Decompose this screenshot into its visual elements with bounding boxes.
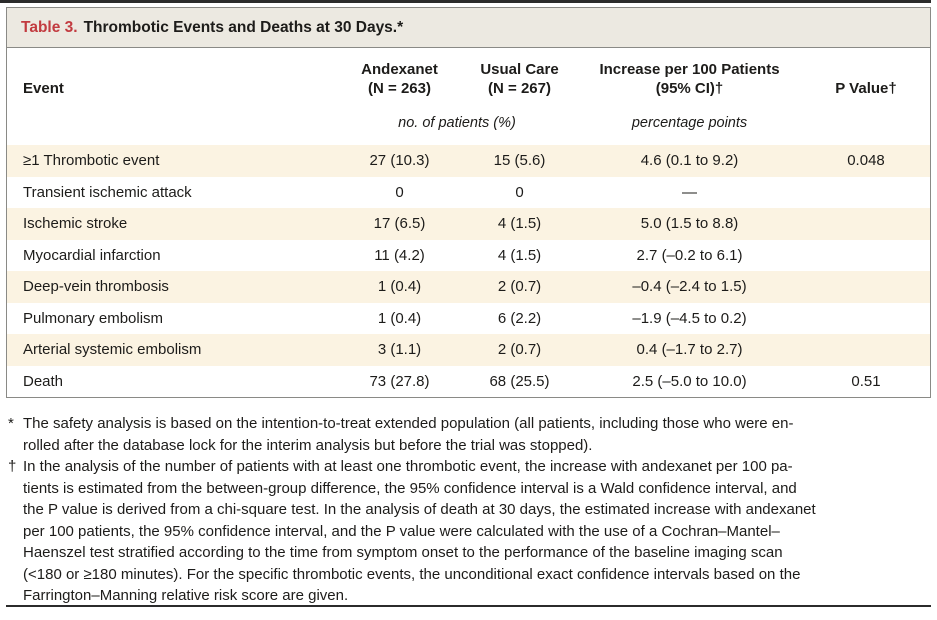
table-row-death: Death 73 (27.8) 68 (25.5) 2.5 (–5.0 to 1… (7, 366, 930, 398)
p-value-cell (802, 303, 930, 335)
table-row-ischemic-stroke: Ischemic stroke 17 (6.5) 4 (1.5) 5.0 (1.… (7, 208, 930, 240)
units-empty-cell (7, 100, 337, 145)
footnote-line: In the analysis of the number of patient… (23, 458, 793, 475)
footnote-line: rolled after the database lock for the i… (23, 436, 593, 454)
column-header-increase: Increase per 100 Patients (95% CI)† (577, 48, 802, 100)
increase-cell: –0.4 (–2.4 to 1.5) (632, 278, 747, 296)
table-units-row: no. of patients (%) percentage points (7, 100, 930, 145)
p-value-cell: 0.048 (847, 152, 885, 170)
p-value-cell (802, 240, 930, 272)
units-increase: percentage points (631, 114, 748, 131)
table-title: Thrombotic Events and Deaths at 30 Days.… (83, 18, 404, 36)
column-header-p-value: P Value† (835, 80, 897, 97)
increase-cell: 4.6 (0.1 to 9.2) (640, 152, 739, 170)
usual-care-cell: 68 (25.5) (489, 372, 550, 390)
event-cell: Death (23, 372, 64, 390)
usual-care-cell: 6 (2.2) (497, 309, 542, 327)
table-row-transient-ischemic-attack: Transient ischemic attack 0 0 — (7, 177, 930, 209)
usual-care-cell: 2 (0.7) (497, 278, 542, 296)
event-cell: Transient ischemic attack (23, 183, 192, 201)
p-value-cell (802, 334, 930, 366)
column-header-andexanet: Andexanet (N = 263) (337, 48, 462, 100)
column-header-increase-line1: Increase per 100 Patients (599, 61, 780, 78)
footnote-line: Haenszel test stratified according to th… (23, 544, 783, 561)
increase-cell: 2.7 (–0.2 to 6.1) (636, 246, 743, 264)
event-cell: Ischemic stroke (23, 215, 128, 233)
footnotes: * The safety analysis is based on the in… (8, 413, 933, 607)
usual-care-cell: 4 (1.5) (497, 246, 542, 264)
increase-cell: –1.9 (–4.5 to 0.2) (632, 309, 747, 327)
usual-care-cell: 15 (5.6) (493, 152, 546, 170)
table-row-arterial-systemic-embolism: Arterial systemic embolism 3 (1.1) 2 (0.… (7, 334, 930, 366)
column-header-andexanet-line2: (N = 263) (368, 80, 431, 97)
column-header-usual-care-line2: (N = 267) (488, 80, 551, 97)
andexanet-cell: 17 (6.5) (373, 215, 426, 233)
p-value-cell: 0.51 (851, 372, 881, 390)
increase-cell: 2.5 (–5.0 to 10.0) (632, 372, 747, 390)
event-cell: Myocardial infarction (23, 246, 161, 264)
usual-care-cell: 2 (0.7) (497, 341, 542, 359)
increase-cell: 5.0 (1.5 to 8.8) (640, 215, 739, 233)
increase-cell: 0.4 (–1.7 to 2.7) (636, 341, 743, 359)
table-row-myocardial-infarction: Myocardial infarction 11 (4.2) 4 (1.5) 2… (7, 240, 930, 272)
table-body: ≥1 Thrombotic event 27 (10.3) 15 (5.6) 4… (7, 145, 930, 397)
event-cell: ≥1 Thrombotic event (23, 152, 160, 170)
table-row-pulmonary-embolism: Pulmonary embolism 1 (0.4) 6 (2.2) –1.9 … (7, 303, 930, 335)
table-header-group: Event Andexanet (N = 263) Usual Care (N … (7, 48, 930, 145)
footnote-line: the P value is derived from a chi-square… (23, 501, 816, 518)
andexanet-cell: 11 (4.2) (374, 246, 425, 264)
p-value-cell (802, 208, 930, 240)
footnote-line: Farrington–Manning relative risk score a… (23, 587, 349, 604)
data-table: Event Andexanet (N = 263) Usual Care (N … (7, 48, 930, 397)
units-counts: no. of patients (%) (398, 114, 516, 131)
andexanet-cell: 0 (395, 183, 404, 201)
column-header-event: Event (23, 80, 64, 97)
table-row-deep-vein-thrombosis: Deep-vein thrombosis 1 (0.4) 2 (0.7) –0.… (7, 271, 930, 303)
andexanet-cell: 1 (0.4) (377, 278, 422, 296)
andexanet-cell: 73 (27.8) (369, 372, 430, 390)
dagger-marker: † (8, 458, 17, 475)
footnote-line: tients is estimated from the between-gro… (23, 479, 797, 497)
p-value-cell (802, 271, 930, 303)
footnote-safety-analysis: * The safety analysis is based on the in… (8, 413, 933, 456)
event-cell: Pulmonary embolism (23, 309, 164, 327)
footnote-line: per 100 patients, the 95% confidence int… (23, 522, 780, 540)
footnote-line: (<180 or ≥180 minutes). For the specific… (23, 565, 801, 583)
table-row-thrombotic-event: ≥1 Thrombotic event 27 (10.3) 15 (5.6) 4… (7, 145, 930, 177)
column-header-usual-care-line1: Usual Care (480, 61, 559, 78)
footnote-line: The safety analysis is based on the inte… (23, 415, 794, 432)
top-rule (0, 0, 931, 3)
table-number-label: Table 3. (21, 18, 78, 36)
andexanet-cell: 1 (0.4) (377, 309, 422, 327)
andexanet-cell: 27 (10.3) (369, 152, 430, 170)
event-cell: Arterial systemic embolism (23, 341, 202, 359)
andexanet-cell: 3 (1.1) (377, 341, 422, 359)
column-header-usual-care: Usual Care (N = 267) (462, 48, 577, 100)
asterisk-marker: * (8, 415, 14, 432)
p-value-cell (802, 177, 930, 209)
footnote-statistical-methods: † In the analysis of the number of patie… (8, 456, 933, 607)
event-cell: Deep-vein thrombosis (23, 278, 169, 296)
units-empty-cell (802, 100, 930, 145)
table-title-bar: Table 3. Thrombotic Events and Deaths at… (7, 8, 930, 48)
usual-care-cell: 0 (515, 183, 524, 201)
table-header-row: Event Andexanet (N = 263) Usual Care (N … (7, 48, 930, 100)
usual-care-cell: 4 (1.5) (497, 215, 542, 233)
table-container: Table 3. Thrombotic Events and Deaths at… (6, 7, 931, 398)
increase-cell: — (682, 183, 697, 201)
column-header-increase-line2: (95% CI)† (655, 80, 724, 97)
column-header-andexanet-line1: Andexanet (361, 61, 438, 78)
bottom-rule (6, 605, 931, 607)
